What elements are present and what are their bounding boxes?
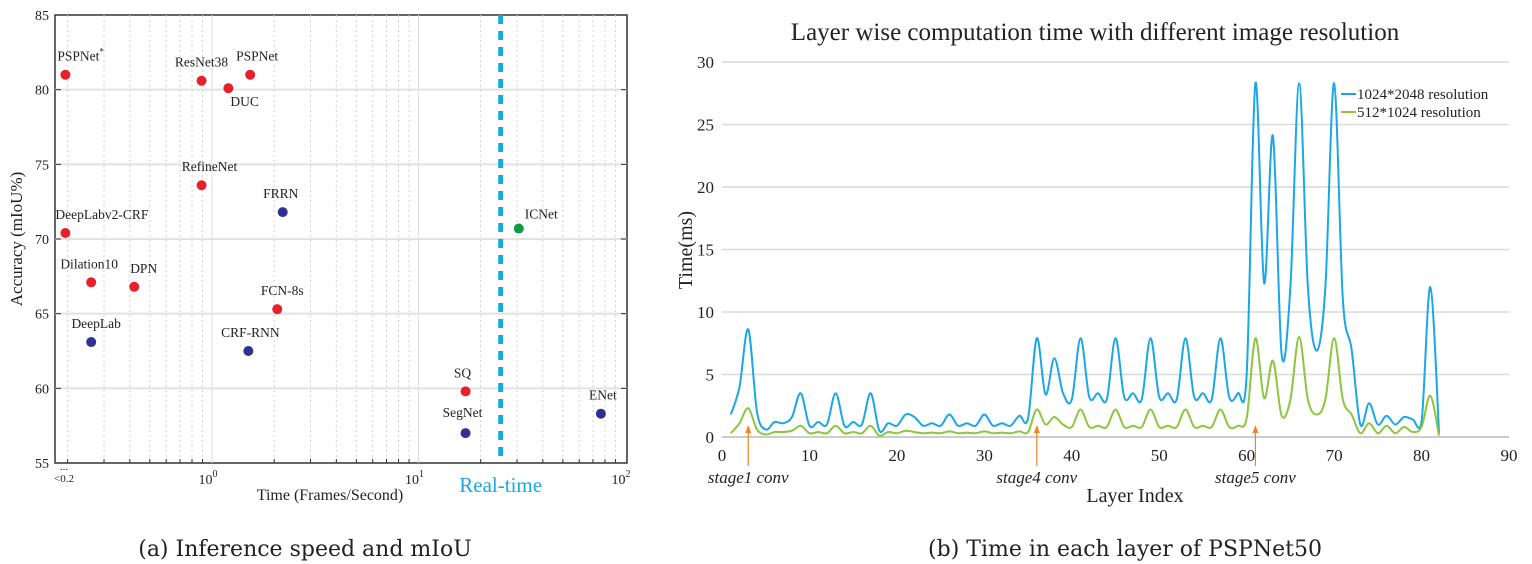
y-tick-label: 30: [697, 53, 714, 72]
x-tick-label: 60: [1238, 446, 1255, 465]
point-label: PSPNet: [236, 49, 278, 64]
scatter-chart-inference-speed: 55 60 65 70 75 80 85 <0.2... 100 101 102 PSPNet* Re…: [7, 9, 631, 562]
y-tick-label: 10: [697, 303, 714, 322]
data-point-fcn-8s: [272, 304, 283, 315]
x-tick-label: 101: [405, 469, 424, 488]
y-tick-label: 60: [35, 382, 49, 397]
x-tick-label: 90: [1501, 446, 1518, 465]
point-label: ENet: [589, 388, 617, 403]
data-point-icnet: [513, 223, 524, 234]
data-point-segnet: [460, 428, 471, 439]
point-label: DeepLabv2-CRF: [55, 207, 148, 222]
realtime-label: Real-time: [459, 473, 542, 497]
legend-label: 1024*2048 resolution: [1357, 87, 1489, 103]
data-point-duc: [223, 83, 234, 94]
series-line-1024x2048: [729, 81, 1441, 434]
point-label: ResNet38: [175, 55, 228, 70]
point-label: SegNet: [443, 405, 483, 420]
y-tick-label: 75: [35, 158, 49, 173]
x-axis-label: Layer Index: [1086, 485, 1183, 507]
data-point-deeplabv2-crf: [60, 228, 71, 239]
arrow-head-icon: [745, 425, 752, 433]
y-tick-label: 65: [35, 308, 49, 323]
data-point-pspnet: [245, 69, 256, 80]
data-point-pspnet: [60, 69, 71, 80]
data-point-frrn: [277, 207, 288, 218]
y-tick-label: 85: [35, 9, 49, 24]
data-point-sq: [460, 386, 471, 397]
point-label: FRRN: [263, 186, 299, 201]
point-label: RefineNet: [182, 159, 238, 174]
data-point-dilation10: [86, 277, 97, 288]
y-axis-label: Time(ms): [675, 211, 697, 289]
point-label: CRF-RNN: [221, 325, 280, 340]
y-tick-label: 15: [697, 241, 714, 260]
data-point-refinenet: [196, 180, 207, 191]
x-tick-label: 30: [976, 446, 993, 465]
y-tick-label: 55: [35, 457, 49, 472]
y-tick-label: 0: [706, 428, 715, 447]
y-tick-label: 70: [35, 233, 49, 248]
point-label: DeepLab: [71, 316, 121, 331]
y-axis-label: Accuracy (mIoU%): [7, 172, 26, 307]
y-tick-label: 25: [697, 116, 714, 135]
data-point-enet: [595, 408, 606, 419]
x-tick-label: 80: [1413, 446, 1430, 465]
x-tick-label: 50: [1151, 446, 1168, 465]
data-point-deeplab: [86, 337, 97, 348]
point-label: FCN-8s: [261, 283, 304, 298]
x-tick-ellipsis: ...: [60, 461, 69, 473]
annotation-label: stage4 conv: [996, 468, 1077, 487]
annotation-label: stage1 conv: [708, 468, 789, 487]
data-point-resnet38: [196, 75, 207, 86]
caption-b: (b) Time in each layer of PSPNet50: [928, 537, 1322, 562]
chart-title: Layer wise computation time with differe…: [791, 19, 1400, 46]
data-point-crf-rnn: [243, 346, 254, 356]
x-tick-label: <0.2: [54, 473, 74, 485]
arrow-head-icon: [1033, 425, 1040, 433]
y-tick-label: 5: [706, 366, 715, 385]
point-label: SQ: [454, 365, 472, 380]
series-line-512x1024: [729, 335, 1441, 437]
legend-label: 512*1024 resolution: [1357, 105, 1481, 121]
x-tick-label: 102: [612, 469, 631, 488]
point-label: PSPNet*: [57, 47, 104, 64]
caption-a: (a) Inference speed and mIoU: [138, 537, 472, 562]
arrow-head-icon: [1252, 425, 1259, 433]
x-tick-label: 70: [1326, 446, 1343, 465]
annotation-label: stage5 conv: [1215, 468, 1296, 487]
x-tick-label: 40: [1063, 446, 1080, 465]
y-tick-label: 20: [697, 178, 714, 197]
y-tick-label: 80: [35, 84, 49, 99]
point-label: DUC: [230, 94, 259, 109]
data-point-dpn: [129, 281, 140, 292]
x-tick-label: 20: [888, 446, 905, 465]
point-label: ICNet: [525, 207, 558, 222]
x-tick-label: 10: [801, 446, 818, 465]
x-axis-label: Time (Frames/Second): [257, 487, 404, 504]
x-tick-label: 100: [199, 469, 218, 488]
point-label: Dilation10: [60, 256, 118, 271]
line-chart-layer-time: Layer wise computation time with differe…: [675, 19, 1518, 562]
point-label: DPN: [130, 261, 157, 276]
x-tick-label: 0: [718, 446, 727, 465]
